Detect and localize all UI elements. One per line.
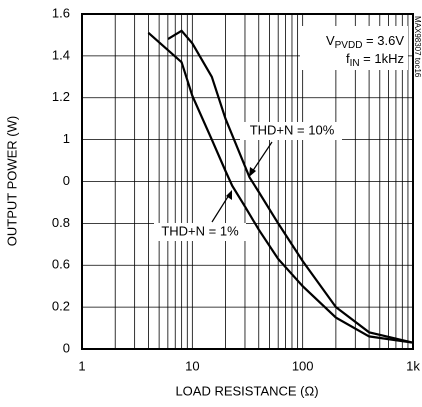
x-tick-label: 100	[292, 358, 314, 373]
x-tick-label: 1	[78, 358, 85, 373]
condition-part: = 3.6V	[362, 33, 404, 48]
data-line	[147, 31, 414, 344]
condition-part: f	[346, 51, 350, 66]
x-tick-label: 1k	[406, 358, 420, 373]
condition-text: fIN = 1kHz	[346, 51, 404, 68]
y-tick-label: 0.2	[52, 299, 70, 314]
annotation-bg	[240, 122, 342, 140]
annotation: THD+N = 1%	[161, 223, 239, 238]
x-axis-label: LOAD RESISTANCE (Ω)	[175, 383, 318, 398]
condition-part: = 1kHz	[360, 51, 404, 66]
y-tick-label: 0	[63, 340, 70, 355]
annotation: THD+N = 10%	[250, 122, 335, 137]
condition-part: PVDD	[335, 40, 363, 51]
condition-text: VPVDD = 3.6V	[326, 33, 404, 50]
annotation-arrow	[251, 141, 273, 173]
arrow-head	[249, 167, 256, 177]
watermark: MAX98307 toc16	[413, 16, 422, 78]
annotation-arrow	[211, 194, 230, 223]
data-line	[167, 29, 414, 344]
y-tick-label: 0.8	[52, 215, 70, 230]
x-tick-label: 10	[185, 358, 199, 373]
plot-frame	[81, 13, 414, 350]
y-tick-label: 1.6	[52, 5, 70, 20]
conditions-box	[300, 26, 408, 70]
y-tick-label: 1	[63, 131, 70, 146]
condition-part: IN	[350, 58, 360, 69]
y-tick-label: 1.2	[52, 89, 70, 104]
condition-part: V	[326, 33, 335, 48]
y-axis-label: OUTPUT POWER (W)	[4, 116, 19, 246]
y-tick-label: 0	[63, 173, 70, 188]
annotation-bg	[154, 223, 246, 241]
y-tick-label: 0.6	[52, 257, 70, 272]
arrow-head	[226, 190, 232, 200]
y-tick-label: 1.4	[52, 47, 70, 62]
